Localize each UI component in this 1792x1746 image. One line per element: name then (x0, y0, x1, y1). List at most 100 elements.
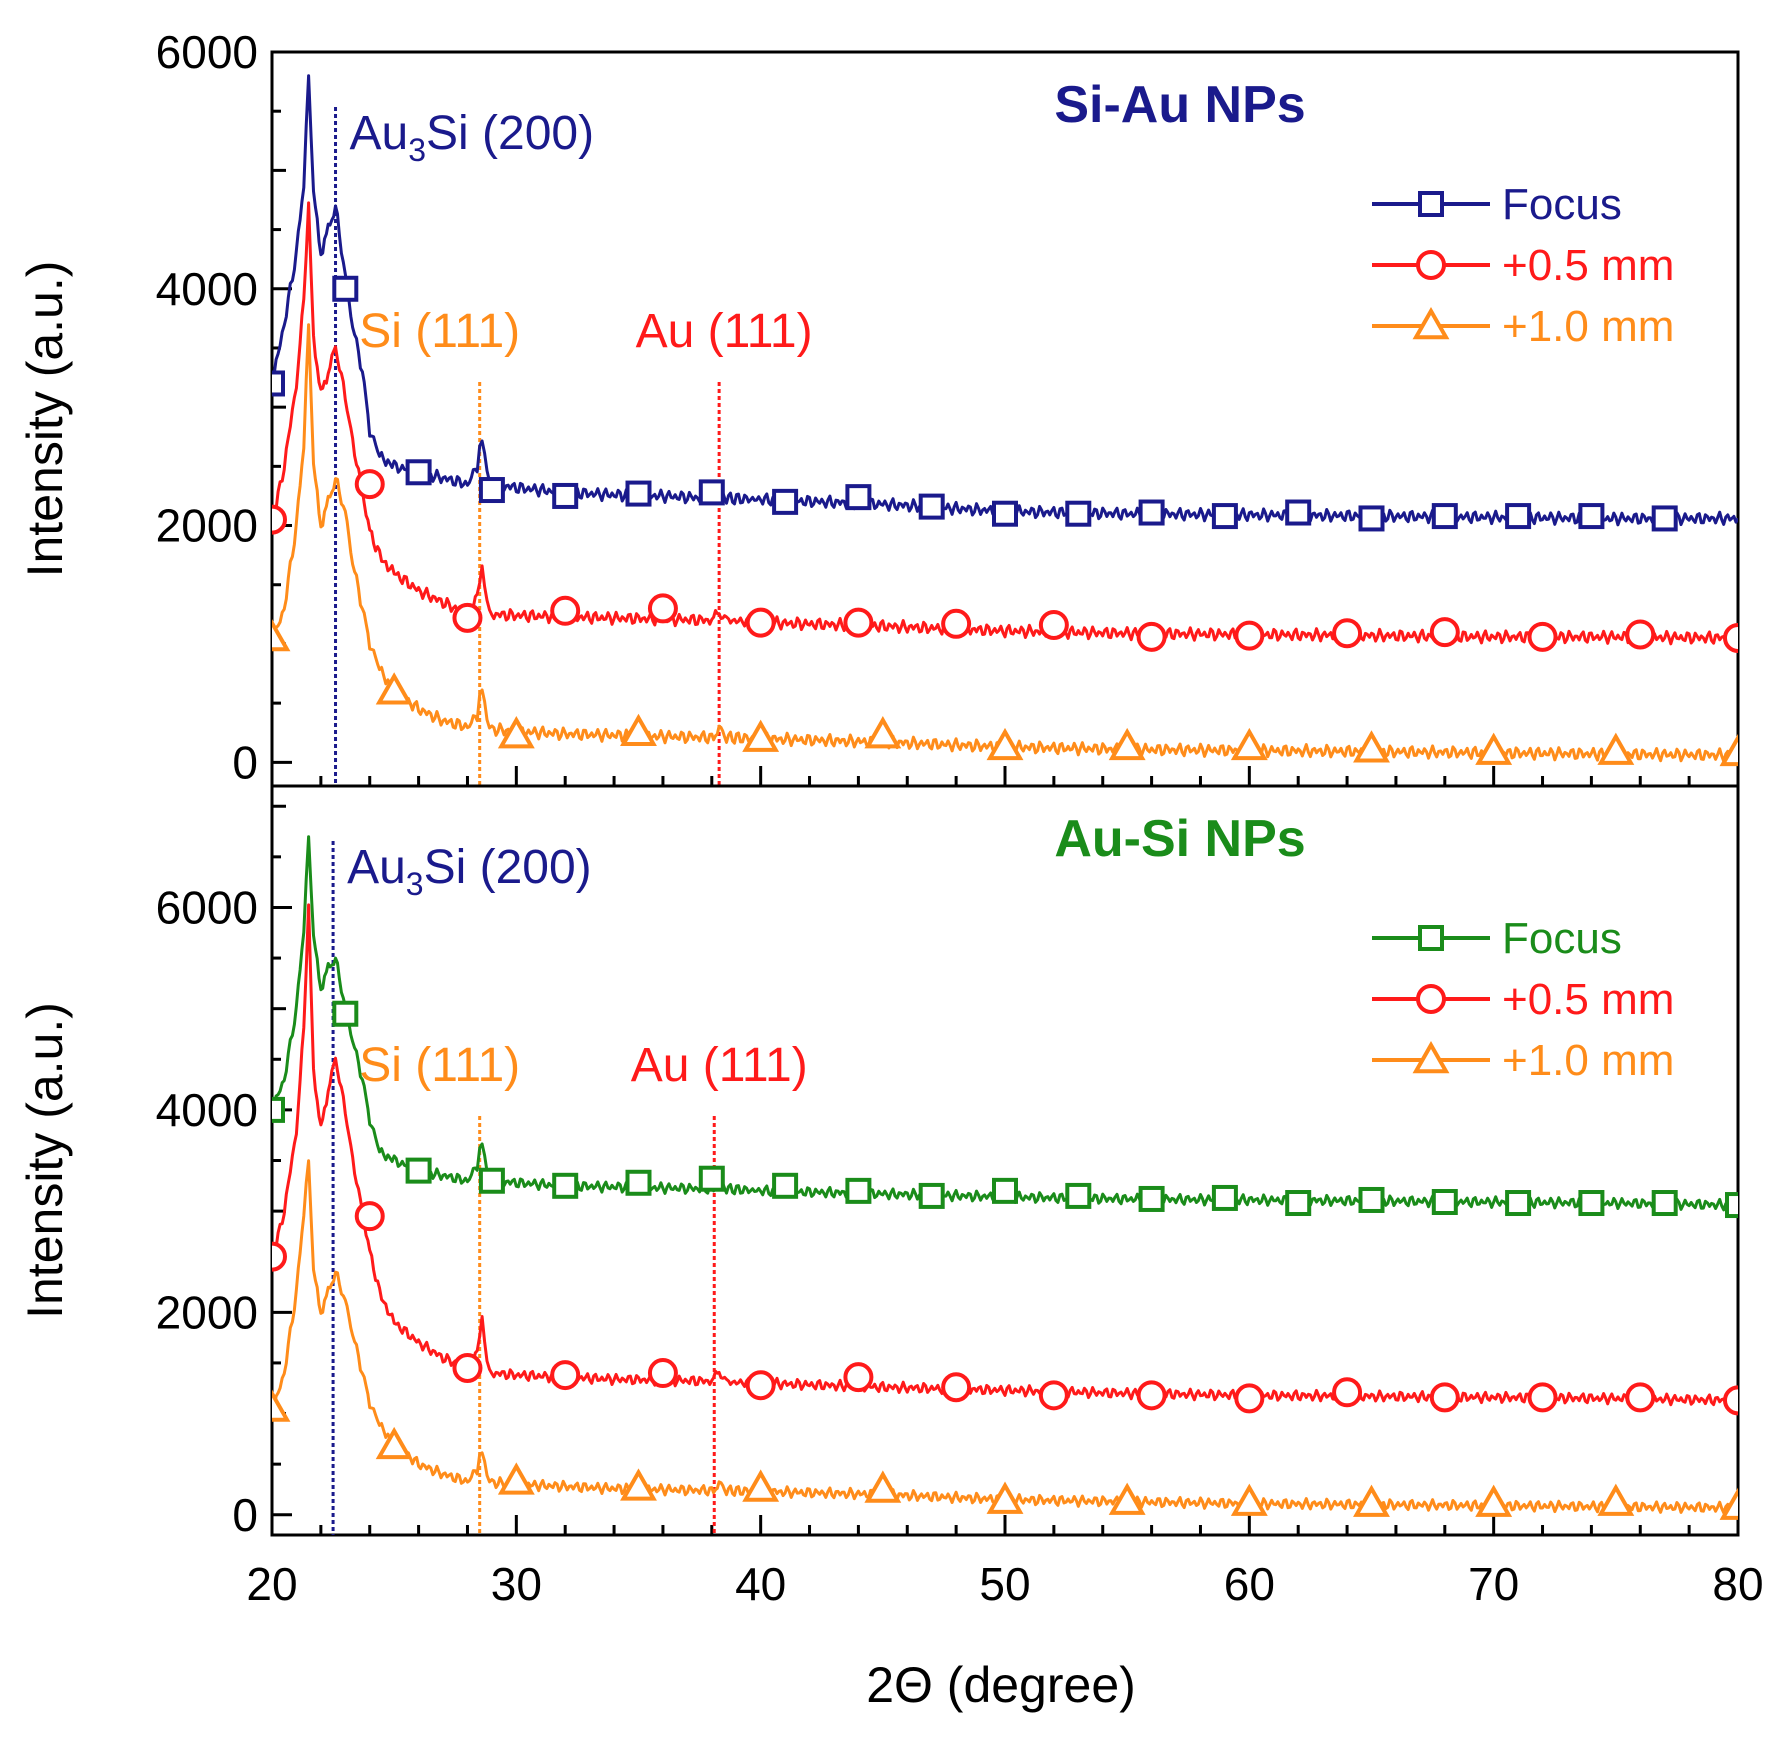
data-point (1358, 505, 1385, 532)
data-point (452, 602, 483, 633)
data-point (1505, 503, 1532, 530)
y-tick-label: 0 (232, 736, 258, 788)
legend-marker (1418, 925, 1444, 951)
legend-item: +1.0 mm (1372, 1036, 1674, 1085)
legend-label: Focus (1502, 914, 1622, 963)
data-point (1108, 1482, 1146, 1515)
legend-marker (1412, 306, 1450, 340)
data-point (272, 1389, 291, 1422)
legend-marker (1418, 191, 1444, 217)
data-point (742, 1469, 780, 1502)
data-point (1578, 1190, 1605, 1217)
data-point (552, 482, 579, 509)
legend-label: Focus (1502, 180, 1622, 229)
data-point (272, 1241, 287, 1272)
legend-label: +0.5 mm (1502, 241, 1674, 290)
data-point (918, 493, 945, 520)
y-tick-label: 0 (232, 1489, 258, 1541)
data-point (1230, 727, 1268, 761)
data-point (698, 479, 725, 506)
panel-2: 0 2000 4000 6000 Intensity (a.u.) Au-Si NPs Au… (17, 784, 1740, 1541)
data-point (1230, 1483, 1268, 1516)
data-point (843, 607, 874, 638)
legend-item: +0.5 mm (1372, 975, 1674, 1024)
data-point (1475, 1484, 1513, 1517)
data-point (375, 672, 413, 705)
data-point (986, 727, 1024, 761)
data-point (1234, 1383, 1265, 1414)
data-point (742, 719, 780, 752)
legend-item: Focus (1372, 914, 1622, 963)
series--1-0-mm (272, 323, 1738, 767)
series--0-5-mm (272, 903, 1738, 1416)
data-point (992, 500, 1018, 527)
data-point (1211, 1184, 1238, 1211)
legend-marker (1416, 250, 1446, 280)
peak-label: Au (111) (631, 1039, 808, 1092)
legend-item: Focus (1372, 180, 1622, 229)
data-point (698, 1165, 725, 1192)
data-point (1475, 732, 1513, 765)
data-point (1285, 1190, 1312, 1217)
data-point (1431, 503, 1458, 530)
data-point (552, 1172, 579, 1199)
data-point (1505, 1190, 1532, 1217)
data-point (625, 1169, 652, 1196)
data-point (772, 1172, 799, 1199)
data-point (745, 607, 776, 638)
data-point (1065, 1182, 1092, 1209)
data-point (550, 595, 581, 626)
data-point (1136, 621, 1167, 652)
panel-title: Si-Au NPs (1054, 76, 1305, 134)
data-point (1597, 1483, 1635, 1516)
data-point (405, 459, 432, 486)
legend-marker (1412, 1040, 1450, 1074)
series-line (272, 903, 1738, 1408)
data-point (647, 593, 678, 624)
series--0-5-mm (272, 201, 1738, 654)
x-tick-label: 40 (735, 1558, 786, 1610)
data-point (845, 1177, 872, 1204)
data-point (620, 1468, 657, 1501)
legend-label: +0.5 mm (1502, 975, 1674, 1024)
data-point (620, 713, 657, 746)
data-point (1578, 503, 1605, 530)
panel-title: Au-Si NPs (1054, 810, 1305, 868)
x-axis-title: 2Θ (degree) (866, 1657, 1136, 1713)
data-point (272, 370, 285, 397)
x-tick-label: 20 (246, 1558, 297, 1610)
data-point (1358, 1186, 1385, 1213)
data-point (1527, 1382, 1558, 1413)
data-point (1211, 503, 1238, 530)
data-point (1723, 623, 1738, 654)
data-point (332, 1000, 359, 1027)
data-point (1719, 1487, 1738, 1520)
peak-label: Au3Si (200) (350, 107, 595, 168)
data-point (272, 1096, 285, 1123)
data-point (497, 716, 535, 749)
data-point (1108, 727, 1146, 761)
y-tick-label: 4000 (156, 1084, 258, 1136)
x-tick-label: 30 (491, 1558, 542, 1610)
data-point (1065, 500, 1092, 527)
data-point (1719, 733, 1738, 767)
plot-frame (270, 784, 1740, 1537)
data-point (497, 1462, 535, 1495)
data-point (1332, 618, 1363, 649)
data-point (1353, 730, 1390, 763)
data-point (272, 504, 287, 535)
peak-label: Si (111) (359, 305, 520, 358)
data-point (1332, 1377, 1363, 1408)
data-point (1038, 609, 1069, 640)
legend-item: +1.0 mm (1372, 302, 1674, 351)
data-point (864, 1470, 902, 1503)
data-point (864, 716, 902, 749)
data-point (1429, 617, 1460, 648)
peak-label: Au (111) (636, 305, 813, 358)
y-tick-label: 2000 (156, 500, 258, 552)
peak-label: Au3Si (200) (347, 841, 592, 902)
panel-1: 0 2000 4000 6000 Intensity (a.u.) Si-Au NPs Au… (17, 26, 1740, 788)
data-point (1038, 1380, 1069, 1411)
data-point (1625, 619, 1656, 650)
x-tick-label: 80 (1712, 1558, 1763, 1610)
